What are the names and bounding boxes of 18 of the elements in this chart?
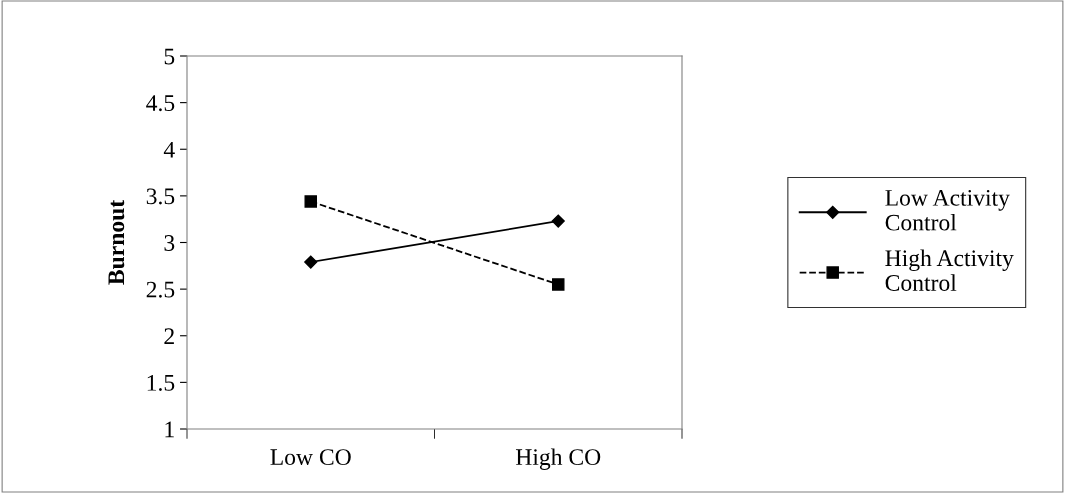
legend-label: High Activity Control bbox=[885, 249, 1014, 291]
point bbox=[551, 278, 565, 291]
y-tick-label: 1.5 bbox=[147, 374, 175, 391]
point bbox=[551, 214, 565, 228]
point bbox=[304, 255, 318, 269]
y-tick-label: 3 bbox=[164, 235, 175, 251]
y-tick-label: 3.5 bbox=[146, 188, 175, 205]
legend-label: Low Activity Control bbox=[885, 189, 1010, 231]
y-tick-label: 5 bbox=[164, 48, 175, 65]
y-tick-label: 2.5 bbox=[146, 281, 175, 298]
y-tick-label: 4 bbox=[163, 141, 175, 158]
y-tick-label: 4.5 bbox=[146, 95, 175, 112]
x-tick-label: High CO bbox=[515, 448, 601, 470]
y-tick-label: 2 bbox=[164, 328, 174, 344]
point bbox=[304, 195, 318, 208]
y-tick-label: 1 bbox=[165, 421, 174, 438]
y-axis-title: Burnout bbox=[108, 199, 125, 285]
x-tick-label: Low CO bbox=[270, 449, 351, 466]
